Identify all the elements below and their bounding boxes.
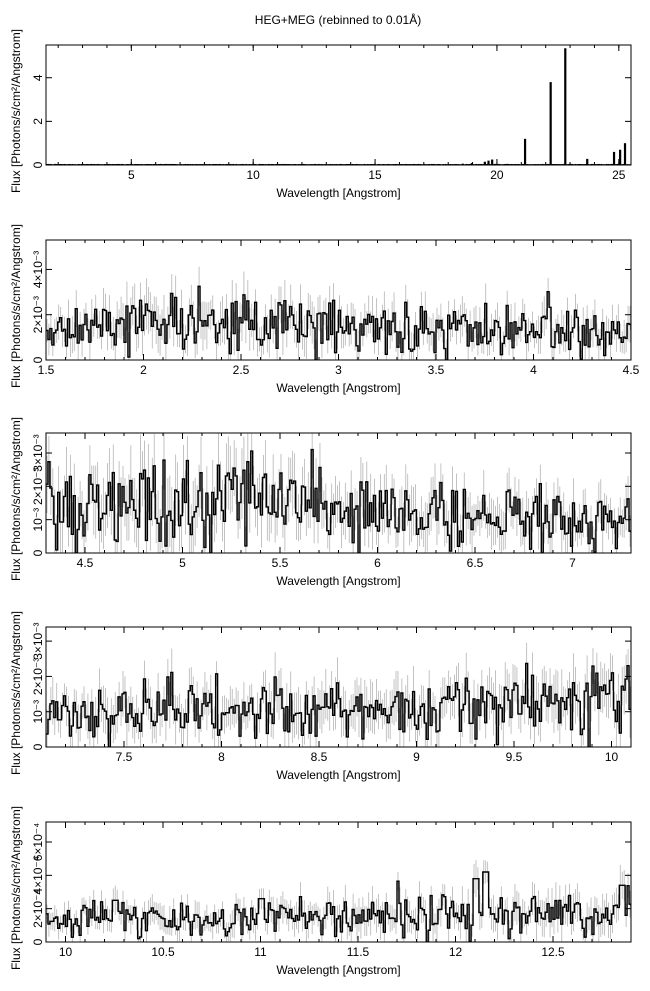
y-tick-label: 0: [31, 356, 45, 363]
y-axis-label: Flux [Photons/s/cm²/Angstrom]: [9, 611, 23, 775]
x-axis-label: Wavelength [Angstrom]: [276, 381, 400, 395]
spectrum-line: [46, 285, 631, 360]
x-tick-label: 25: [612, 168, 626, 182]
y-axis-label: Flux [Photons/s/cm²/Angstrom]: [9, 29, 23, 193]
x-axis-label: Wavelength [Angstrom]: [276, 574, 400, 588]
y-axis-label: Flux [Photons/s/cm²/Angstrom]: [9, 417, 23, 581]
x-tick-label: 1.5: [38, 363, 55, 377]
chart-panel-3: 4.5 5 5.5 6 6.5 7 0 10⁻³ 2×10⁻³3×10⁻³ Wavelength …: [9, 417, 632, 588]
x-tick-label: 10: [605, 750, 619, 764]
x-tick-label: 10: [247, 168, 261, 182]
x-tick-label: 5.5: [272, 556, 289, 570]
spectrum-line: [46, 448, 631, 553]
x-tick-label: 5: [179, 556, 186, 570]
x-tick-label: 7.5: [116, 750, 133, 764]
emission-line-10: [612, 151, 616, 165]
y-tick-label: 0: [31, 549, 45, 556]
plot-frame: [45, 821, 632, 943]
plot-area: [46, 266, 631, 360]
emission-line-1: [461, 163, 465, 165]
emission-line-6: [523, 138, 527, 165]
emission-line-5: [491, 159, 494, 165]
y-tick-label: 2×10⁻³: [31, 296, 45, 333]
x-axis-label: Wavelength [Angstrom]: [276, 186, 400, 200]
emission-line-9: [586, 158, 589, 165]
x-tick-label: 2: [140, 363, 147, 377]
x-tick-label: 3.5: [428, 363, 445, 377]
x-tick-label: 8: [218, 750, 225, 764]
y-tick-label: 2: [31, 118, 45, 125]
x-tick-label: 11.5: [347, 945, 370, 959]
chart-panel-4: 7.5 8 8.5 9 9.5 10 0 10⁻³ 2×10⁻³3×10⁻³ Wavelength…: [9, 611, 632, 782]
x-tick-label: 4: [530, 363, 537, 377]
x-tick-label: 4.5: [623, 363, 640, 377]
y-tick-label: 10⁻³: [31, 700, 45, 724]
plot-area: [46, 433, 631, 553]
emission-line-3: [483, 161, 486, 165]
x-tick-label: 4.5: [77, 556, 94, 570]
emission-line-2: [470, 163, 474, 165]
y-tick-label: 2×10⁻³: [31, 468, 45, 505]
emission-line-11: [619, 149, 622, 165]
x-tick-label: 3: [335, 363, 342, 377]
y-axis-label: Flux [Photons/s/cm²/Angstrom]: [9, 806, 23, 970]
x-tick-label: 7: [569, 556, 576, 570]
plot-area: [46, 860, 631, 942]
emission-line-12: [623, 143, 627, 165]
plot-area: [46, 642, 631, 747]
plot-frame: [45, 239, 632, 361]
y-tick-label: 4: [31, 74, 45, 81]
y-tick-label: 2×10⁻³: [31, 658, 45, 695]
spectrum-line: [46, 662, 631, 747]
x-tick-label: 20: [490, 168, 504, 182]
y-tick-label: 3×10⁻³: [31, 622, 45, 659]
y-tick-label: 10⁻³: [31, 508, 45, 532]
x-tick-label: 9: [413, 750, 420, 764]
x-tick-label: 11: [254, 945, 267, 959]
x-tick-label: 2.5: [233, 363, 250, 377]
x-tick-label: 15: [368, 168, 382, 182]
x-tick-label: 12.5: [541, 945, 565, 959]
emission-line-4: [487, 160, 490, 165]
y-tick-label: 0: [31, 161, 45, 168]
x-tick-label: 10: [59, 945, 73, 959]
emission-line-8: [564, 48, 567, 165]
x-tick-label: 6.5: [467, 556, 484, 570]
x-tick-label: 9.5: [506, 750, 523, 764]
x-tick-label: 6: [374, 556, 381, 570]
y-tick-label: 6×10⁻⁴: [31, 823, 45, 862]
error-bars: [46, 433, 631, 553]
figure-title: HEG+MEG (rebinned to 0.01Å): [255, 12, 421, 27]
x-axis-label: Wavelength [Angstrom]: [276, 963, 400, 977]
chart-panel-2: 1.5 2 2.5 3 3.5 4 4.5 0 2×10⁻³ 4×10⁻³ Wavelength […: [9, 224, 640, 395]
y-axis-label: Flux [Photons/s/cm²/Angstrom]: [9, 224, 23, 388]
emission-line-7: [549, 82, 552, 165]
x-tick-label: 12: [449, 945, 463, 959]
y-tick-label: 4×10⁻⁴: [31, 856, 45, 895]
plot-frame: [45, 44, 632, 166]
error-bars: [46, 642, 631, 747]
x-tick-label: 10.5: [151, 945, 175, 959]
x-tick-label: 8.5: [311, 750, 328, 764]
spectrum-line: [46, 871, 631, 942]
x-tick-label: 5: [128, 168, 135, 182]
y-tick-label: 2×10⁻⁴: [31, 889, 45, 928]
y-tick-label: 3×10⁻³: [31, 434, 45, 471]
chart-panel-5: 10 10.5 11 11.5 12 12.5 0 2×10⁻⁴4×10⁻⁴6×10⁻⁴ Wav…: [9, 806, 632, 977]
y-tick-label: 0: [31, 938, 45, 945]
y-tick-label: 4×10⁻³: [31, 251, 45, 288]
x-axis-label: Wavelength [Angstrom]: [276, 768, 400, 782]
chart-panel-1: 5 10 15 20 25 0 2 4 Wavelength [Angstrom] Flux [P…: [9, 29, 632, 200]
plot-area: [46, 48, 631, 165]
y-tick-label: 0: [31, 743, 45, 750]
